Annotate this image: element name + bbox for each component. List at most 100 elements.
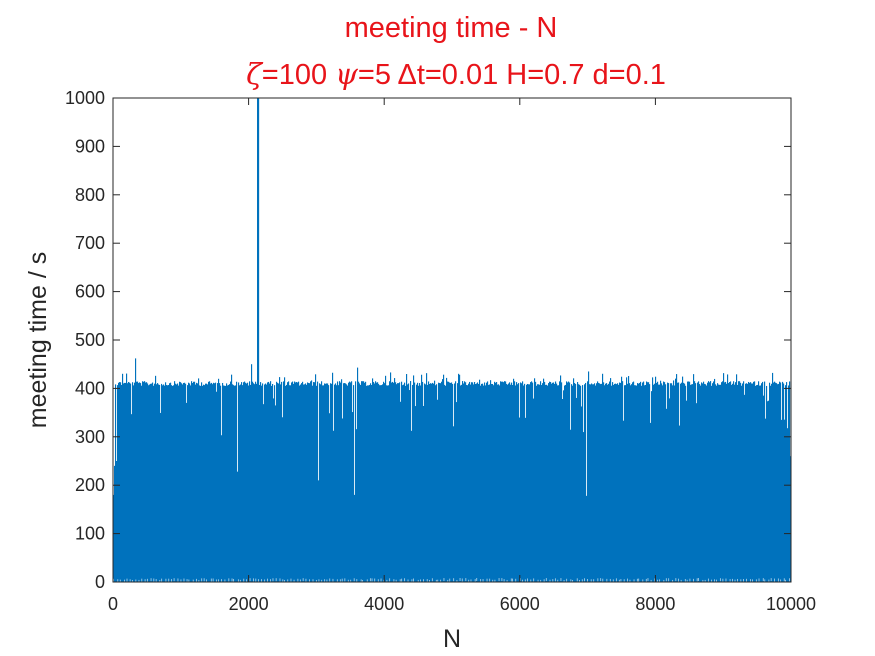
bar-baseline-gap xyxy=(429,579,430,583)
bar-column xyxy=(548,383,550,582)
bar-column xyxy=(271,385,273,582)
x-tick-label: 10000 xyxy=(766,594,816,614)
bar-baseline-gap xyxy=(563,579,565,583)
bar-column xyxy=(550,381,552,582)
bar-column xyxy=(261,385,263,582)
bar-column xyxy=(520,382,522,582)
bar-column xyxy=(144,381,146,582)
bar-column xyxy=(291,382,293,582)
bar-column xyxy=(378,383,380,582)
bar-column xyxy=(274,385,276,582)
bar-column xyxy=(304,384,306,582)
bar-column xyxy=(423,405,425,582)
bar-baseline-gap xyxy=(218,579,219,583)
bar-baseline-gap xyxy=(264,579,266,583)
bar-column xyxy=(151,383,153,582)
bar-column xyxy=(258,98,260,582)
bar-column xyxy=(676,374,678,582)
bar-column xyxy=(480,385,482,582)
bar-column xyxy=(721,382,723,582)
bar-column xyxy=(750,382,752,582)
bar-column xyxy=(783,383,785,582)
bar-column xyxy=(270,381,272,582)
bar-column xyxy=(698,381,700,582)
bar-column xyxy=(652,377,654,582)
bar-baseline-gap xyxy=(770,578,772,582)
bar-column xyxy=(658,384,660,582)
bar-column xyxy=(213,382,215,582)
bar-column xyxy=(412,384,414,582)
y-tick-label: 900 xyxy=(75,136,105,156)
bar-column xyxy=(496,382,498,582)
bar-column xyxy=(597,381,599,582)
bar-column xyxy=(486,382,488,582)
bar-baseline-gap xyxy=(530,579,532,583)
bar-column xyxy=(444,384,446,582)
bar-column xyxy=(230,381,232,582)
bar-series xyxy=(113,98,792,583)
bar-column xyxy=(624,385,626,582)
bar-baseline-gap xyxy=(258,579,259,583)
bar-column xyxy=(736,374,738,582)
bar-column xyxy=(626,377,628,582)
bar-column xyxy=(452,384,454,582)
bar-column xyxy=(767,401,769,582)
bar-baseline-gap xyxy=(456,579,458,583)
y-tick-label: 600 xyxy=(75,282,105,302)
bar-column xyxy=(628,376,630,582)
bar-column xyxy=(547,385,549,582)
bar-baseline-gap xyxy=(584,578,585,582)
bar-column xyxy=(477,382,479,582)
bar-column xyxy=(554,384,556,582)
bar-column xyxy=(502,381,504,582)
bar-column xyxy=(704,383,706,582)
y-tick-label: 200 xyxy=(75,475,105,495)
bar-column xyxy=(691,384,693,582)
bar-column xyxy=(308,382,310,582)
bar-column xyxy=(240,384,242,582)
bar-column xyxy=(641,385,643,582)
bar-column xyxy=(537,384,539,582)
bar-column xyxy=(688,381,690,582)
bar-baseline-gap xyxy=(326,579,328,583)
bar-column xyxy=(561,382,563,582)
bar-column xyxy=(413,375,415,582)
bar-baseline-gap xyxy=(684,579,686,583)
bar-column xyxy=(251,364,253,582)
bar-column xyxy=(181,383,183,582)
bar-baseline-gap xyxy=(777,578,779,582)
bar-column xyxy=(394,378,396,582)
bar-column xyxy=(256,383,258,582)
bar-column xyxy=(536,385,538,582)
bar-column xyxy=(397,383,399,582)
bar-baseline-gap xyxy=(768,579,770,583)
bar-column xyxy=(430,383,432,582)
bar-column xyxy=(744,394,746,582)
bar-column xyxy=(183,382,185,582)
bar-column xyxy=(654,383,656,582)
bar-column xyxy=(377,382,379,582)
bar-column xyxy=(684,383,686,582)
bar-baseline-gap xyxy=(693,578,694,582)
bar-column xyxy=(545,384,547,582)
bar-baseline-gap xyxy=(665,578,667,582)
bar-column xyxy=(197,383,199,582)
bar-column xyxy=(267,382,269,582)
bar-column xyxy=(563,390,565,582)
bar-column xyxy=(321,381,323,582)
bar-column xyxy=(443,374,445,582)
bar-column xyxy=(447,381,449,582)
bar-column xyxy=(491,384,493,582)
bar-baseline-gap xyxy=(188,579,190,583)
bar-column xyxy=(368,385,370,582)
bar-column xyxy=(579,384,581,582)
bar-column xyxy=(273,398,275,582)
bar-column xyxy=(313,382,315,582)
bar-column xyxy=(446,377,448,582)
bar-column xyxy=(464,381,466,582)
bar-column xyxy=(521,383,523,582)
x-axis-label: N xyxy=(443,625,461,653)
bar-baseline-gap xyxy=(192,579,194,583)
bar-baseline-gap xyxy=(389,578,391,582)
bar-column xyxy=(311,380,313,582)
